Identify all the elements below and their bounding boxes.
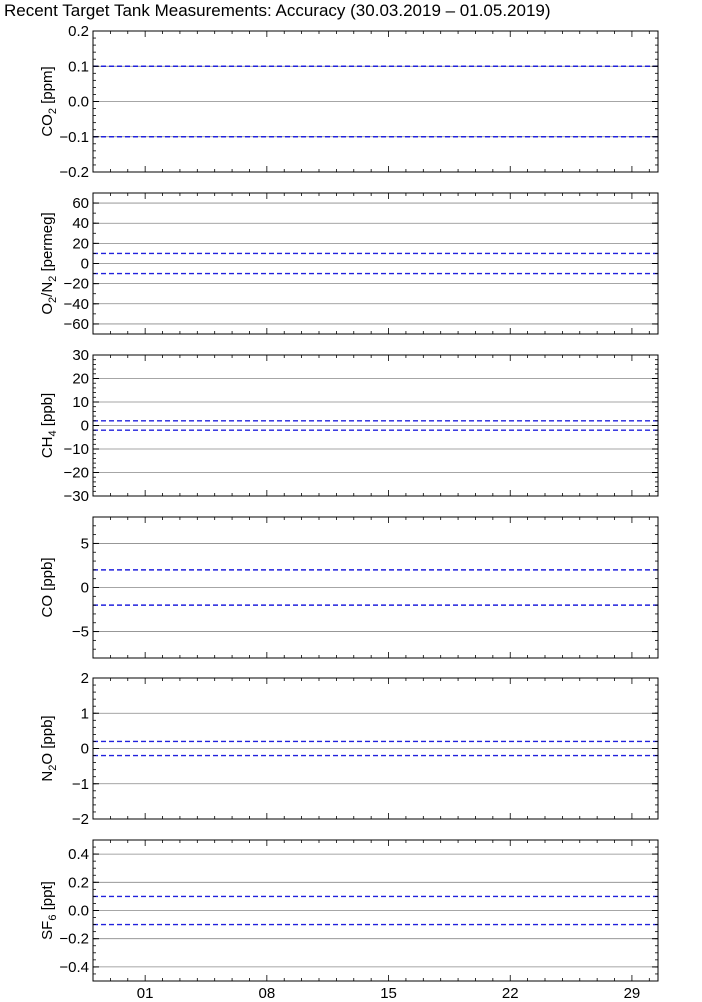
y-tick-label: −30 <box>64 488 89 505</box>
y-tick-label: −2 <box>72 811 89 828</box>
y-tick-label: −20 <box>64 465 89 482</box>
x-axis: 01 08 15 22 29 <box>137 985 640 1002</box>
y-tick-label: 0 <box>81 741 89 758</box>
x-tick-label: 01 <box>137 985 154 1002</box>
y-axis-label: O2​/N2​ [permeg] <box>39 212 59 314</box>
x-tick-label: 15 <box>380 985 397 1002</box>
x-tick-label: 22 <box>502 985 519 1002</box>
y-tick-label: 0.0 <box>68 94 89 111</box>
panel-2: 60 40 20 0 −20 −40 −60 O2​/N2​ [permeg] <box>39 192 659 335</box>
y-tick-label: 60 <box>72 195 89 212</box>
y-axis-label: N2​O [ppb] <box>39 715 59 781</box>
chart-title: Recent Target Tank Measurements: Accurac… <box>4 1 551 20</box>
y-tick-label: 0.2 <box>68 23 89 40</box>
y-tick-label: −0.2 <box>59 931 89 948</box>
panel-4: 5 0 −5 CO [ppb] <box>39 516 659 659</box>
y-tick-label: 40 <box>72 215 89 232</box>
y-tick-label: 20 <box>72 371 89 388</box>
y-tick-label: 1 <box>81 705 89 722</box>
y-tick-label: 0 <box>81 580 89 597</box>
y-tick-label: 0.1 <box>68 58 89 75</box>
y-tick-label: −40 <box>64 296 89 313</box>
y-tick-label: 2 <box>81 670 89 687</box>
y-axis-label: CO [ppb] <box>39 557 56 617</box>
y-axis-label: CO2​ [ppm] <box>39 66 59 136</box>
y-tick-label: 0.0 <box>68 903 89 920</box>
panel-1: 0.2 0.1 0.0 −0.1 −0.2 CO2​ [ppm] <box>39 23 659 181</box>
y-axis-label: CH4​ [ppb] <box>39 393 59 458</box>
y-tick-label: 0.2 <box>68 874 89 891</box>
y-tick-label: −5 <box>72 624 89 641</box>
y-tick-label: −0.2 <box>59 164 89 181</box>
y-tick-label: 10 <box>72 394 89 411</box>
panel-5: 2 1 0 −1 −2 N2​O [ppb] <box>39 670 659 828</box>
y-tick-label: 30 <box>72 347 89 364</box>
y-tick-label: 0 <box>81 256 89 273</box>
panel-6: 0.4 0.2 0.0 −0.2 −0.4 SF6​ [ppt] <box>39 839 659 982</box>
panel-3: 30 20 10 0 −10 −20 −30 CH4​ [ppb] <box>39 347 659 505</box>
y-tick-label: 0 <box>81 418 89 435</box>
y-tick-label: −0.1 <box>59 129 89 146</box>
y-tick-label: 0.4 <box>68 846 89 863</box>
y-tick-label: −1 <box>72 776 89 793</box>
y-tick-label: −20 <box>64 276 89 293</box>
y-tick-label: 20 <box>72 235 89 252</box>
x-tick-label: 29 <box>624 985 641 1002</box>
y-tick-label: 5 <box>81 535 89 552</box>
y-tick-label: −10 <box>64 441 89 458</box>
y-tick-label: −60 <box>64 316 89 333</box>
x-tick-label: 08 <box>259 985 276 1002</box>
y-axis-label: SF6​ [ppt] <box>39 881 59 940</box>
y-tick-label: −0.4 <box>59 959 89 976</box>
